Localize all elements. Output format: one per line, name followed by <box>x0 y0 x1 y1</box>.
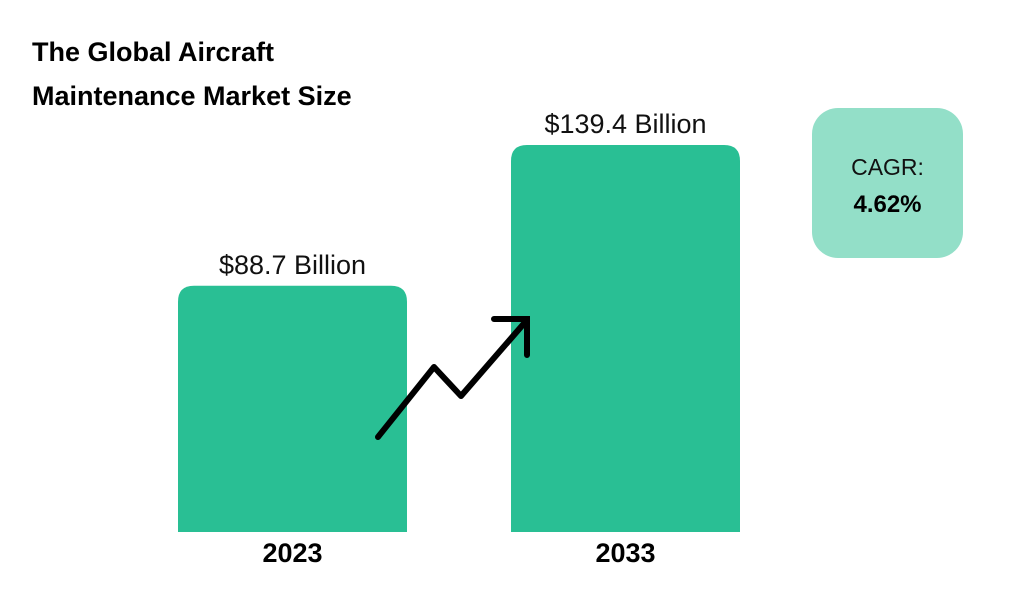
bar-2023 <box>178 285 407 532</box>
x-tick-label-2033: 2033 <box>595 538 655 568</box>
cagr-label: CAGR: <box>851 154 924 180</box>
bar-2033 <box>511 145 740 532</box>
trend-arrow-icon <box>375 317 530 440</box>
chart-title: The Global Aircraft Maintenance Market S… <box>32 37 352 111</box>
x-tick-label-2023: 2023 <box>262 538 322 568</box>
cagr-value: 4.62% <box>853 191 922 218</box>
data-label-2033: $139.4 Billion <box>544 109 706 139</box>
data-label-2023: $88.7 Billion <box>219 250 366 280</box>
arrowhead-icon <box>491 316 530 358</box>
cagr-badge: CAGR: 4.62% <box>812 108 963 258</box>
